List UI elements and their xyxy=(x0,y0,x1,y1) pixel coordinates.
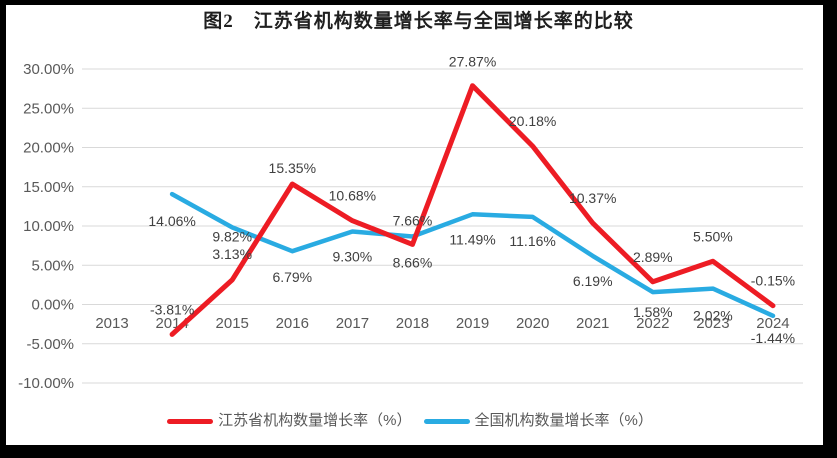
data-point-label: 6.19% xyxy=(573,273,613,289)
data-point-label: 9.30% xyxy=(333,248,373,264)
x-axis-tick-label: 2019 xyxy=(456,315,489,332)
data-point-label: 10.37% xyxy=(569,190,616,206)
x-axis-tick-label: 2022 xyxy=(636,315,669,332)
y-axis-tick-label: 10.00% xyxy=(23,218,74,235)
data-point-label: 14.06% xyxy=(148,213,195,229)
x-axis-tick-label: 2024 xyxy=(756,315,789,332)
red-line-swatch-icon xyxy=(167,418,214,424)
series-line xyxy=(169,83,776,337)
x-axis-tick-label: 2016 xyxy=(276,315,309,332)
y-axis-tick-label: 15.00% xyxy=(23,179,74,196)
chart-title: 图2 江苏省机构数量增长率与全国增长率的比较 xyxy=(203,11,634,32)
x-axis-tick-label: 2017 xyxy=(336,315,369,332)
legend-item-jiangsu: 江苏省机构数量增长率（%） xyxy=(167,411,412,431)
x-axis-tick-label: 2018 xyxy=(396,315,429,332)
y-axis-tick-label: 30.00% xyxy=(23,61,74,78)
data-point-label: -0.15% xyxy=(751,273,795,289)
data-point-label: 2.02% xyxy=(693,308,733,324)
chart-background xyxy=(6,5,823,445)
legend: 江苏省机构数量增长率（%） 全国机构数量增长率（%） xyxy=(0,410,836,432)
x-axis-tick-label: 2023 xyxy=(696,315,729,332)
y-axis-tick-label: 25.00% xyxy=(23,100,74,117)
blue-line-swatch-icon xyxy=(423,418,470,424)
data-point-label: 6.79% xyxy=(272,269,312,285)
data-point-label: 15.35% xyxy=(269,160,316,176)
x-axis-tick-label: 2015 xyxy=(216,315,249,332)
data-point-label: 1.58% xyxy=(633,304,673,320)
y-axis-tick-label: 5.00% xyxy=(31,257,74,274)
data-point-label: 10.68% xyxy=(329,188,376,204)
series-line xyxy=(169,191,776,319)
y-axis-tick-label: -10.00% xyxy=(18,375,74,392)
y-axis-tick-label: 20.00% xyxy=(23,140,74,157)
x-axis-tick-label: 2020 xyxy=(516,315,549,332)
legend-label-national: 全国机构数量增长率（%） xyxy=(474,412,653,429)
x-axis-tick-label: 2013 xyxy=(95,315,128,332)
x-axis-tick-label: 2021 xyxy=(576,315,609,332)
data-point-label: 2.89% xyxy=(633,249,673,265)
legend-label-jiangsu: 江苏省机构数量增长率（%） xyxy=(218,412,412,429)
data-point-label: -1.44% xyxy=(751,330,795,346)
data-point-label: -3.81% xyxy=(150,301,194,317)
data-point-label: 27.87% xyxy=(449,54,496,70)
data-point-label: 7.66% xyxy=(393,212,433,228)
data-point-label: 11.49% xyxy=(449,231,495,247)
data-point-label: 5.50% xyxy=(693,228,733,244)
data-point-label: 8.66% xyxy=(393,255,433,271)
data-point-label: 9.82% xyxy=(212,228,252,244)
y-axis-tick-label: 0.00% xyxy=(31,297,74,314)
data-point-label: 3.13% xyxy=(212,246,252,262)
y-axis-tick-label: -5.00% xyxy=(26,336,74,353)
legend-item-national: 全国机构数量增长率（%） xyxy=(423,411,653,431)
data-point-label: 11.16% xyxy=(509,233,555,249)
data-point-label: 20.18% xyxy=(509,113,556,129)
